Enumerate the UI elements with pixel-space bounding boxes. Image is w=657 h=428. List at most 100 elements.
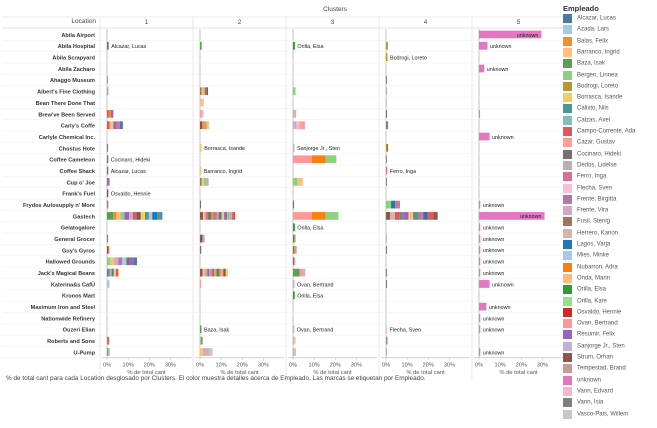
legend-swatch — [563, 217, 572, 227]
mark-label: Borrasca, Isande — [204, 146, 245, 152]
bar-segment — [124, 212, 129, 220]
bar-segment — [111, 109, 114, 118]
x-tick-label: 30% — [351, 362, 362, 368]
bar-segment — [140, 212, 146, 220]
legend-item[interactable]: Borrasca, Isande — [563, 93, 622, 103]
legend-item[interactable]: Orilla, Kare — [563, 296, 607, 307]
bar-segment — [200, 246, 202, 254]
legend-item[interactable]: Barranco, Ingrid — [563, 47, 620, 58]
bar-segment — [203, 87, 205, 96]
bar-segment — [293, 325, 295, 334]
legend-item[interactable]: Baza, Isak — [563, 59, 605, 69]
legend-label: Borrasca, Isande — [577, 94, 623, 101]
bar-segment — [232, 212, 236, 220]
legend-label: Tempestad, Brand — [577, 365, 626, 372]
bar-segment — [148, 212, 153, 220]
bar-segment — [479, 212, 545, 220]
mark-label: unknown — [492, 282, 514, 288]
mark-label: unknown — [483, 271, 505, 277]
legend-item[interactable]: Nubarron, Adra — [563, 262, 618, 273]
legend-item[interactable]: unknown — [563, 375, 601, 386]
legend-item[interactable]: Vann, Isia — [563, 398, 603, 408]
cluster-header: 3 — [331, 19, 335, 26]
bar-segment — [108, 178, 110, 186]
bar-segment — [209, 348, 213, 356]
cluster-header: 2 — [238, 19, 242, 26]
legend-item[interactable]: Bodrogi, Loreto — [563, 81, 618, 92]
legend-item[interactable]: Ferro, Inga — [563, 172, 606, 182]
legend-item[interactable]: Calzas, Axel — [563, 115, 610, 126]
mark-label: Flecha, Sven — [390, 328, 421, 334]
bar-segment — [386, 109, 388, 118]
bar-segment — [293, 109, 295, 118]
legend-item[interactable]: Bergen, Linnea — [563, 70, 618, 81]
legend-item[interactable]: Onda, Marin — [563, 273, 610, 284]
legend-item[interactable]: Azada, Lars — [563, 25, 609, 35]
legend-item[interactable]: Flecha, Sven — [563, 183, 613, 194]
bar-segment — [386, 336, 388, 345]
legend-item[interactable]: Mies, Minke — [563, 251, 609, 261]
bar-segment — [107, 41, 109, 50]
location-label: Kronos Mart — [62, 294, 95, 300]
bar-segment — [293, 87, 296, 96]
bar-segment — [479, 41, 488, 50]
legend-swatch — [563, 59, 572, 69]
mark-label: unknown — [517, 33, 539, 39]
legend-item[interactable]: Vasco-Pais, Willem — [563, 409, 629, 420]
legend-item[interactable]: Campo-Corrente, Ada — [563, 127, 635, 137]
location-label: Ouzeri Elian — [63, 328, 96, 334]
x-axis-title: % de total cant — [127, 370, 166, 376]
bar-segment — [107, 87, 109, 96]
legend-item[interactable]: Sanjorge Jr., Sten — [563, 341, 625, 352]
location-label: Cup o' Joe — [67, 180, 95, 186]
legend-item[interactable]: Tempestad, Brand — [563, 364, 626, 374]
legend-item[interactable]: Resumir, Felix — [563, 330, 615, 340]
legend-item[interactable]: Osvaldo, Hennie — [563, 307, 621, 318]
legend-item[interactable]: Lagos, Varja — [563, 240, 610, 250]
legend-swatch — [563, 375, 572, 385]
bar-segment — [109, 121, 114, 130]
legend-item[interactable]: Frente, Birgitta — [563, 194, 616, 205]
legend-label: Ovan, Bertrand — [577, 320, 618, 327]
legend-label: Vasco-Pais, Willem — [577, 411, 629, 417]
legend-item[interactable]: Alcazar, Lucas — [563, 14, 616, 24]
bar-segment — [200, 144, 202, 152]
bar-segment — [479, 268, 481, 277]
legend-item[interactable]: Calixto, Nils — [563, 104, 609, 114]
bar-segment — [201, 336, 203, 345]
legend-swatch — [563, 262, 572, 272]
legend-item[interactable]: Herrero, Kanon — [563, 228, 618, 239]
legend-item[interactable]: Dedos, Lidelse — [563, 160, 617, 171]
bar-segment — [386, 166, 388, 175]
mark-label: unknown — [483, 226, 505, 232]
bar-segment — [293, 348, 295, 356]
legend-item[interactable]: Cocinaro, Hideki — [563, 149, 621, 160]
legend-item[interactable]: Balas, Felix — [563, 36, 608, 47]
bar-segment — [293, 41, 295, 50]
mark-label: Orilla, Elsa — [297, 294, 323, 300]
legend-item[interactable]: Fusil, Stenig — [563, 217, 610, 227]
legend-item[interactable]: Ovan, Bertrand — [563, 319, 618, 329]
x-tick-label: 0% — [103, 362, 111, 368]
bar-segment — [479, 223, 481, 232]
bar-segment — [108, 348, 110, 356]
mark-label: unknown — [483, 203, 505, 209]
bar-segment — [216, 212, 220, 220]
legend-item[interactable]: Vann, Edvard — [563, 386, 613, 397]
location-label: General Grocer — [54, 237, 96, 243]
legend-item[interactable]: Strum, Orhan — [563, 353, 613, 363]
legend-swatch — [563, 36, 572, 46]
bar-segment — [293, 121, 297, 130]
legend-label: Flecha, Sven — [577, 185, 613, 191]
x-tick-label: 20% — [144, 362, 155, 368]
mark-label: Sanjorge Jr., Sten — [297, 146, 340, 152]
bar-segment — [107, 212, 114, 220]
mark-label: Baza, Isak — [204, 328, 229, 334]
location-label: Nationwide Refinery — [41, 316, 96, 322]
location-label: Frydos Autosupply n' More — [23, 203, 95, 209]
legend-item[interactable]: Orilla, Elsa — [563, 285, 606, 295]
legend-item[interactable]: Frente, Vira — [563, 206, 608, 216]
legend-item[interactable]: Cazar, Gustav — [563, 138, 615, 148]
bar-segment — [113, 212, 117, 220]
bar-segment — [129, 257, 134, 266]
